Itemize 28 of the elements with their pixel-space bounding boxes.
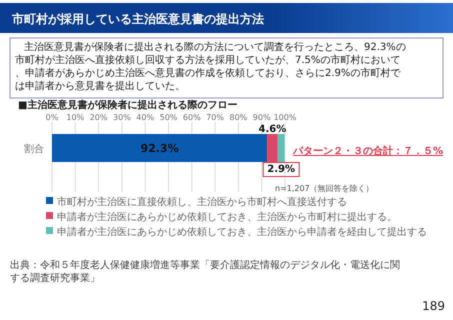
text: ■主治医意見書が保険者に提出される際のフロー	[18, 99, 238, 111]
x-tick-label: 50%	[160, 113, 178, 122]
x-tick-label: 20%	[90, 113, 108, 122]
bar	[267, 134, 278, 162]
legend-label: 市町村が主治医に直接依頼し、主治医から市町村へ直接送付する	[57, 196, 347, 208]
x-tick-label: 10%	[66, 113, 85, 122]
chart-subtitle: 主治医意見書が保険者に提出される際の方法について調査を行ったところ、92.3%の市町村が主治医へ直接依頼し回収する方法を採用していたが、7.5%の市町村において、申請者があらかじめ主治医へ意見書の作成を依頼しており、さらに2.9%の市町村では申請者から意見書を提出していた。	[15, 41, 406, 92]
text: 189	[422, 299, 445, 313]
x-tick-label: 30%	[113, 113, 132, 122]
legend-label: 申請者が主治医にあらかじめ依頼しておき、主治医から申請者を経由して提出する	[57, 226, 427, 238]
x-tick-label: 40%	[136, 113, 154, 122]
x-tick-label: 100%	[274, 113, 297, 122]
x-tick-label: 80%	[230, 113, 248, 122]
x-tick-label: 0%	[46, 113, 59, 122]
bar	[278, 134, 285, 162]
bar	[52, 134, 268, 162]
x-tick-label: 70%	[206, 113, 224, 122]
x-tick-label: 60%	[182, 113, 202, 122]
text: パターン２・３の合計：７．５%	[292, 145, 444, 157]
source-note: 出典：令和５年度老人保健健康増進等事業「要介護認定情報のデジタル化・電送化に関する調査研究事業」	[10, 259, 400, 284]
data-label: 92.3%	[140, 142, 179, 155]
annotation: n=1,207（無回答を除く）	[275, 184, 374, 193]
data-label: 4.6%	[258, 124, 286, 135]
data-label: 2.9%	[267, 164, 296, 175]
chart-title: 市町村が採用している主治医意見書の提出方法	[11, 12, 264, 26]
legend-label: 申請者が主治医にあらかじめ依頼しておき、主治医から市町村に提出する。	[57, 211, 397, 223]
y-tick-label: 割合	[24, 143, 44, 155]
x-tick-label: 90%	[252, 113, 271, 122]
